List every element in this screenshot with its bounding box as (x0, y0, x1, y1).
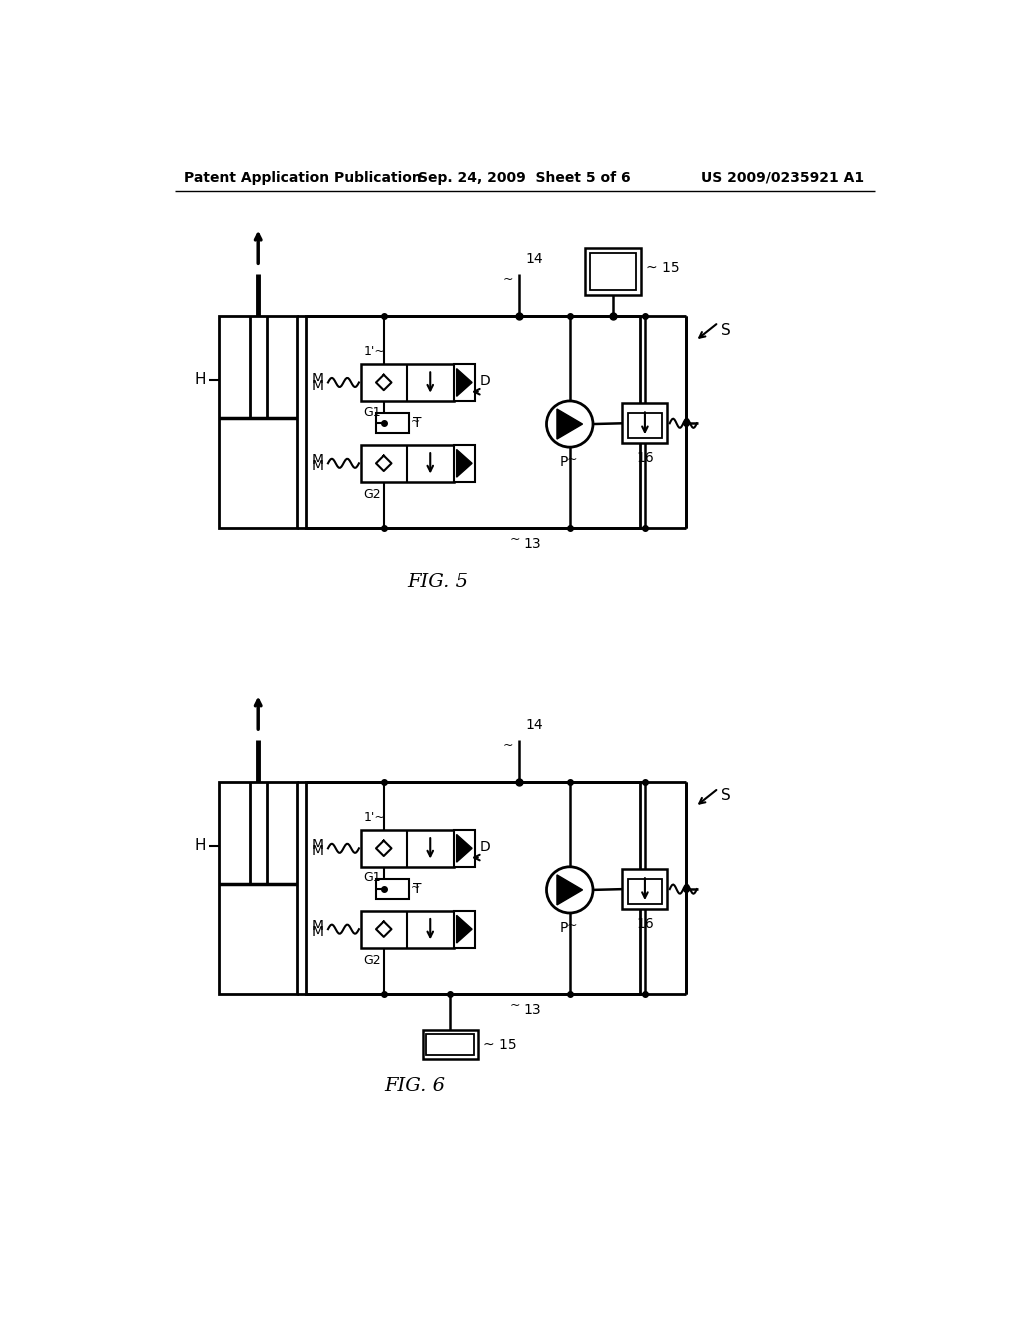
Text: T: T (414, 882, 422, 896)
Text: D: D (480, 374, 490, 388)
Text: H: H (194, 838, 206, 853)
Bar (454, 830, 475, 867)
Text: 16: 16 (636, 917, 653, 931)
Polygon shape (457, 368, 472, 396)
Polygon shape (457, 449, 472, 478)
Text: Patent Application Publication: Patent Application Publication (183, 170, 422, 185)
Text: 13: 13 (523, 537, 541, 552)
Bar (219, 317, 297, 528)
Text: ~: ~ (566, 453, 578, 466)
Text: T: T (414, 416, 422, 430)
Bar (360, 911, 454, 948)
Text: ~: ~ (503, 273, 513, 286)
Text: ~: ~ (411, 417, 420, 426)
Text: ~: ~ (503, 739, 513, 751)
Text: US 2009/0235921 A1: US 2009/0235921 A1 (701, 170, 864, 185)
Polygon shape (557, 875, 583, 906)
Text: FIG. 5: FIG. 5 (408, 573, 469, 591)
Text: M: M (312, 838, 324, 853)
Bar (306, 317, 640, 528)
Bar (423, 1030, 478, 1059)
Bar (376, 879, 409, 899)
Text: M: M (312, 453, 324, 467)
Bar (454, 364, 475, 401)
Text: H: H (194, 372, 206, 387)
Text: M: M (312, 919, 324, 933)
Bar (454, 445, 475, 482)
Text: S: S (721, 322, 731, 338)
Text: G2: G2 (364, 488, 381, 502)
Text: ~: ~ (566, 919, 578, 932)
Bar (590, 253, 636, 290)
Bar (454, 911, 475, 948)
Polygon shape (557, 409, 583, 440)
Bar (360, 364, 454, 401)
Text: 13: 13 (523, 1003, 541, 1018)
Text: M: M (312, 925, 324, 940)
Circle shape (547, 401, 593, 447)
Text: G1: G1 (364, 871, 381, 884)
Text: M: M (312, 845, 324, 858)
Text: 1'~: 1'~ (364, 810, 385, 824)
Text: 14: 14 (525, 718, 543, 733)
Bar (628, 879, 662, 904)
Bar (586, 248, 641, 294)
Text: ~: ~ (510, 998, 520, 1011)
Polygon shape (457, 834, 472, 862)
Text: FIG. 6: FIG. 6 (384, 1077, 445, 1096)
Text: 14: 14 (525, 252, 543, 267)
Text: ~: ~ (510, 533, 520, 545)
Text: ~: ~ (411, 883, 420, 892)
Text: ~ 15: ~ 15 (646, 261, 679, 275)
Bar (628, 413, 662, 438)
Bar (219, 781, 297, 994)
Polygon shape (457, 915, 472, 942)
Text: 1'~: 1'~ (364, 345, 385, 358)
Bar (360, 830, 454, 867)
Text: D: D (480, 840, 490, 854)
Text: P: P (559, 455, 567, 469)
Text: P: P (559, 921, 567, 935)
Text: G1: G1 (364, 405, 381, 418)
Bar (426, 1034, 474, 1056)
Bar (360, 445, 454, 482)
Bar (376, 413, 409, 433)
Text: M: M (312, 379, 324, 392)
Text: Sep. 24, 2009  Sheet 5 of 6: Sep. 24, 2009 Sheet 5 of 6 (419, 170, 631, 185)
Text: G2: G2 (364, 954, 381, 966)
Text: S: S (721, 788, 731, 804)
Text: 16: 16 (636, 451, 653, 465)
Bar (623, 869, 668, 909)
Bar (306, 781, 640, 994)
Text: M: M (312, 372, 324, 387)
Text: ~ 15: ~ 15 (483, 1038, 516, 1052)
Circle shape (547, 867, 593, 913)
Bar (623, 404, 668, 444)
Text: M: M (312, 459, 324, 474)
